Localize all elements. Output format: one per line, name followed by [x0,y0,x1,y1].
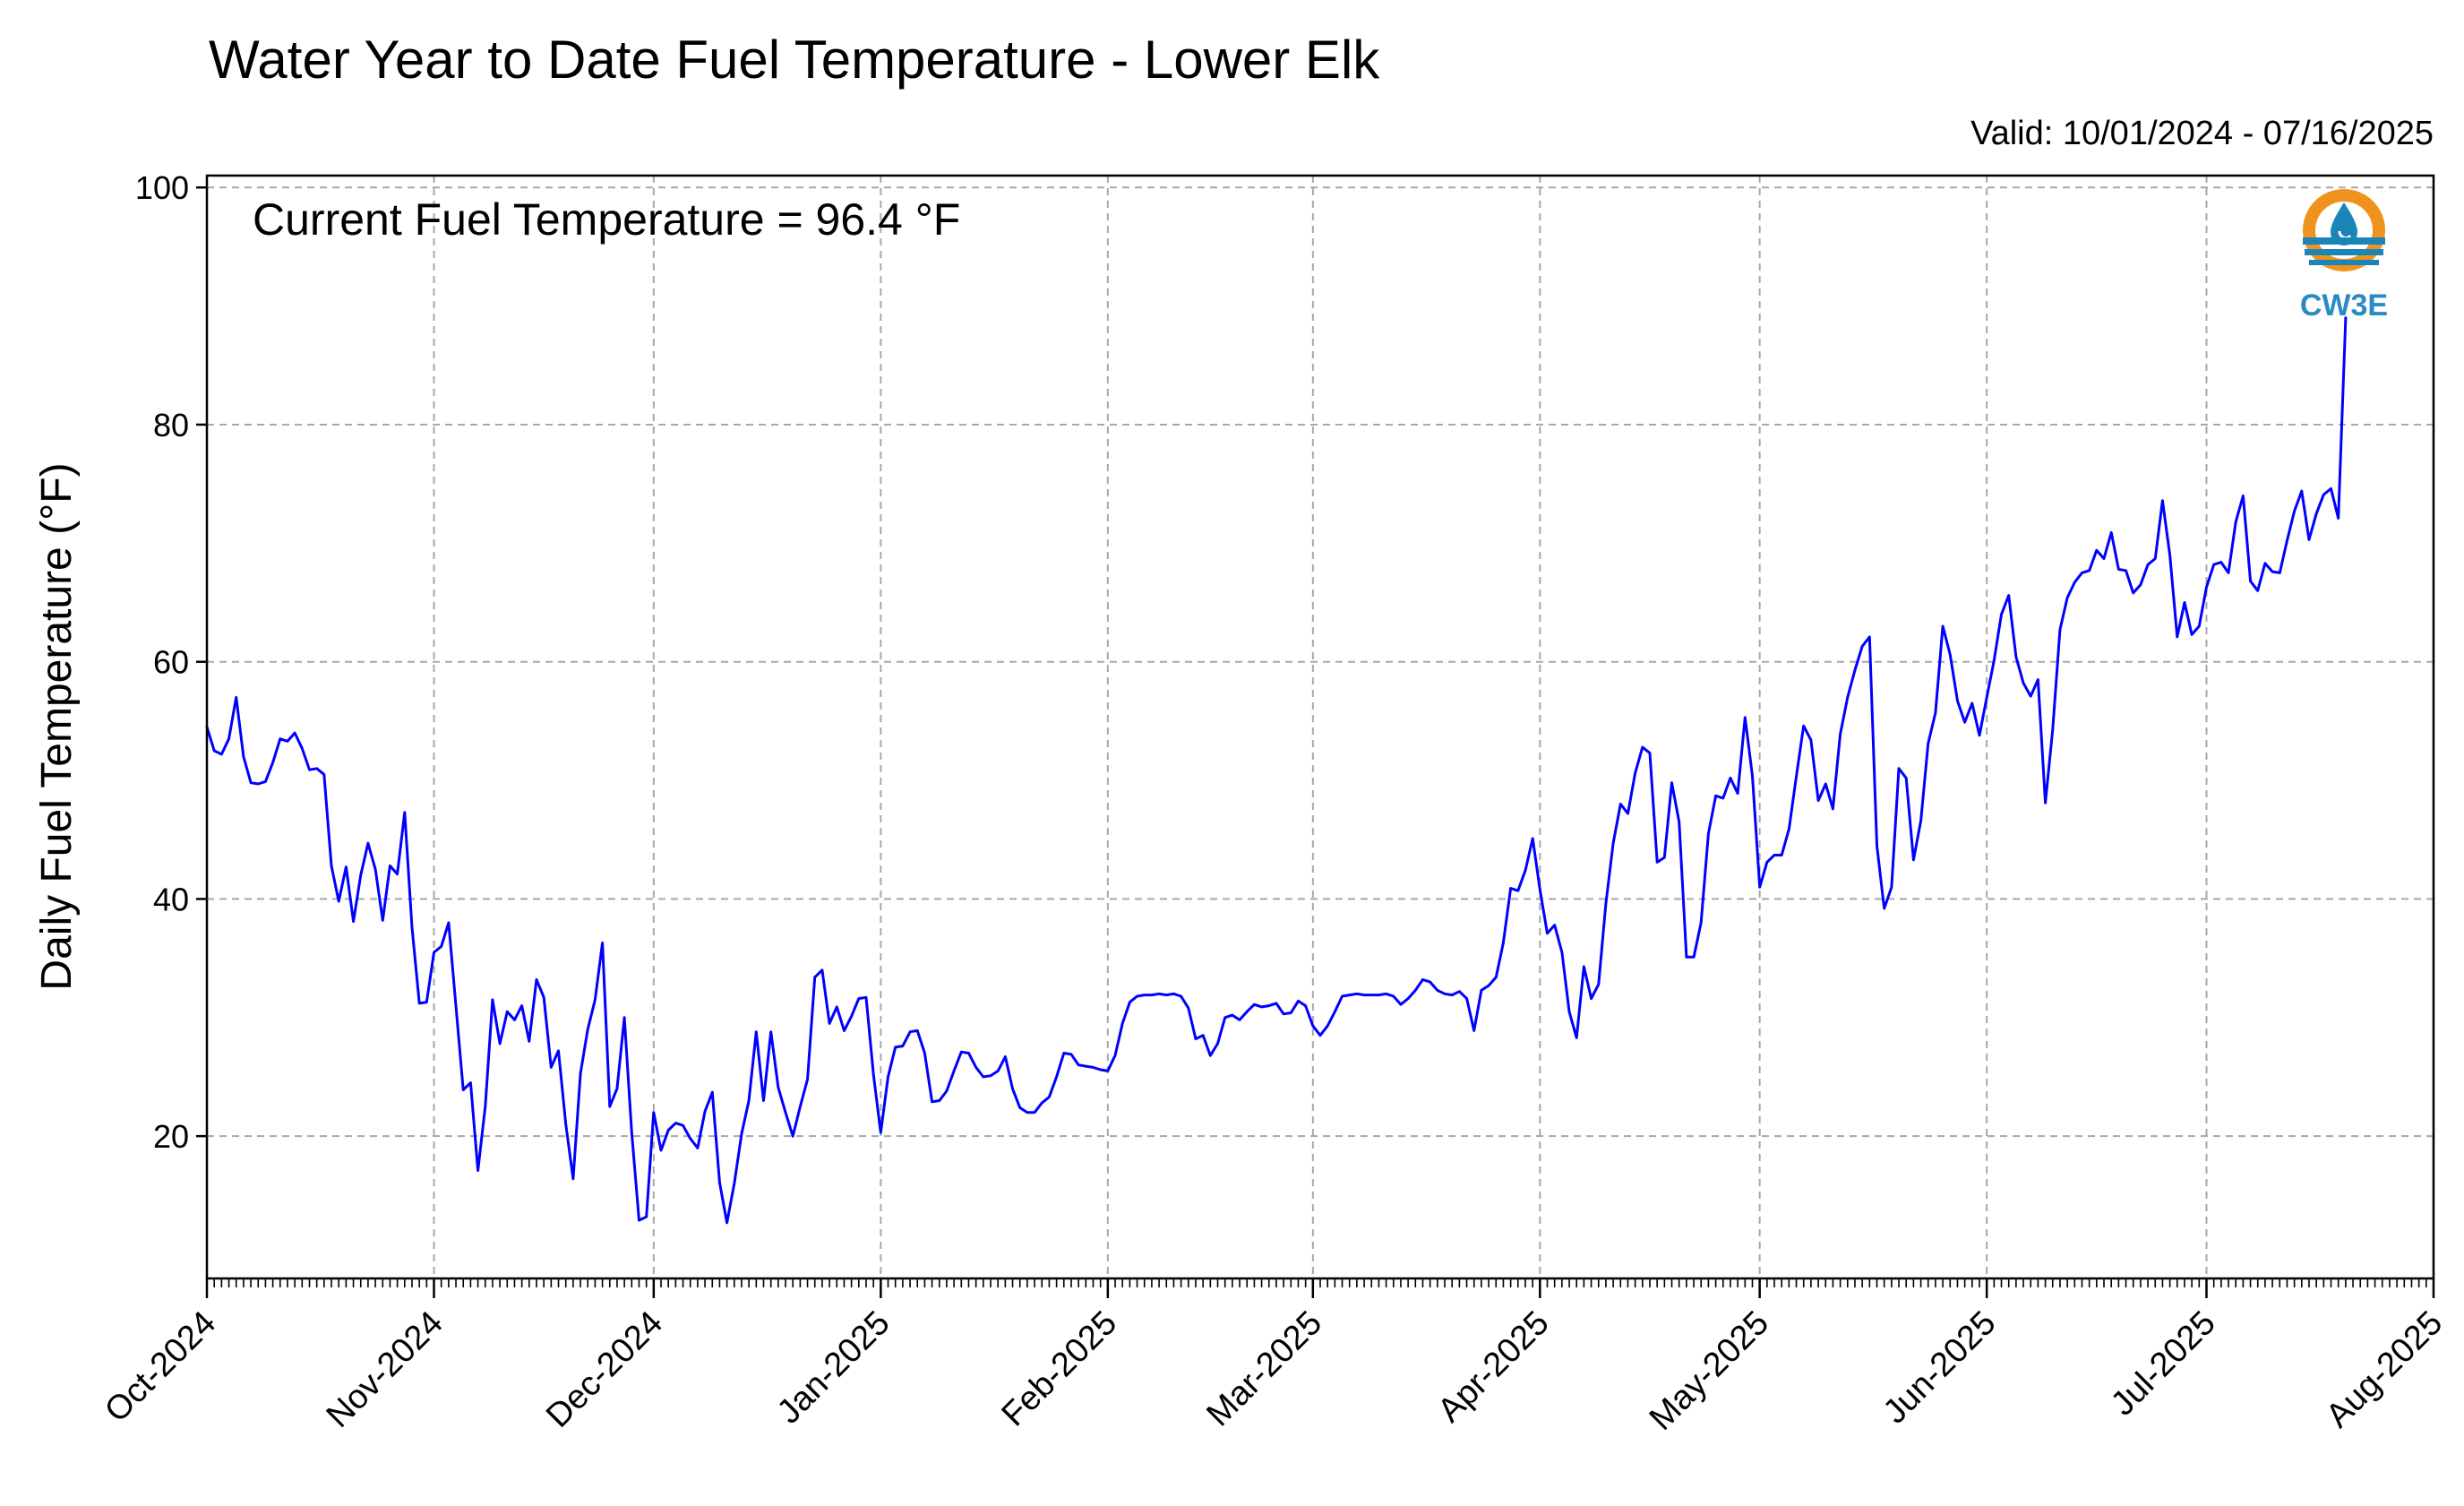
grid [207,176,2434,1278]
logo-wave-icon [2303,237,2385,245]
y-axis-label: Daily Fuel Temperature (°F) [33,462,81,990]
y-tick-label: 20 [153,1118,189,1155]
cw3e-logo: CW3E [2300,189,2388,323]
y-tick-label: 100 [135,169,189,206]
y-tick-labels: 20 40 60 80 100 [135,169,189,1155]
series-line [205,316,2348,1225]
y-tick-label: 60 [153,644,189,681]
logo-text: CW3E [2300,288,2388,323]
logo-wave-icon [2305,249,2383,255]
logo-wave-icon [2309,260,2379,265]
y-tick-label: 40 [153,881,189,917]
chart-subtitle: Valid: 10/01/2024 - 07/16/2025 [1970,115,2434,152]
major-ticks [196,185,2435,1298]
plot-frame [205,174,2435,1280]
logo-water-drop-icon [2331,202,2357,245]
chart-title: Water Year to Date Fuel Temperature - Lo… [209,30,1380,90]
y-tick-label: 80 [153,407,189,443]
current-temperature-annotation: Current Fuel Temperature = 96.4 °F [253,194,960,245]
